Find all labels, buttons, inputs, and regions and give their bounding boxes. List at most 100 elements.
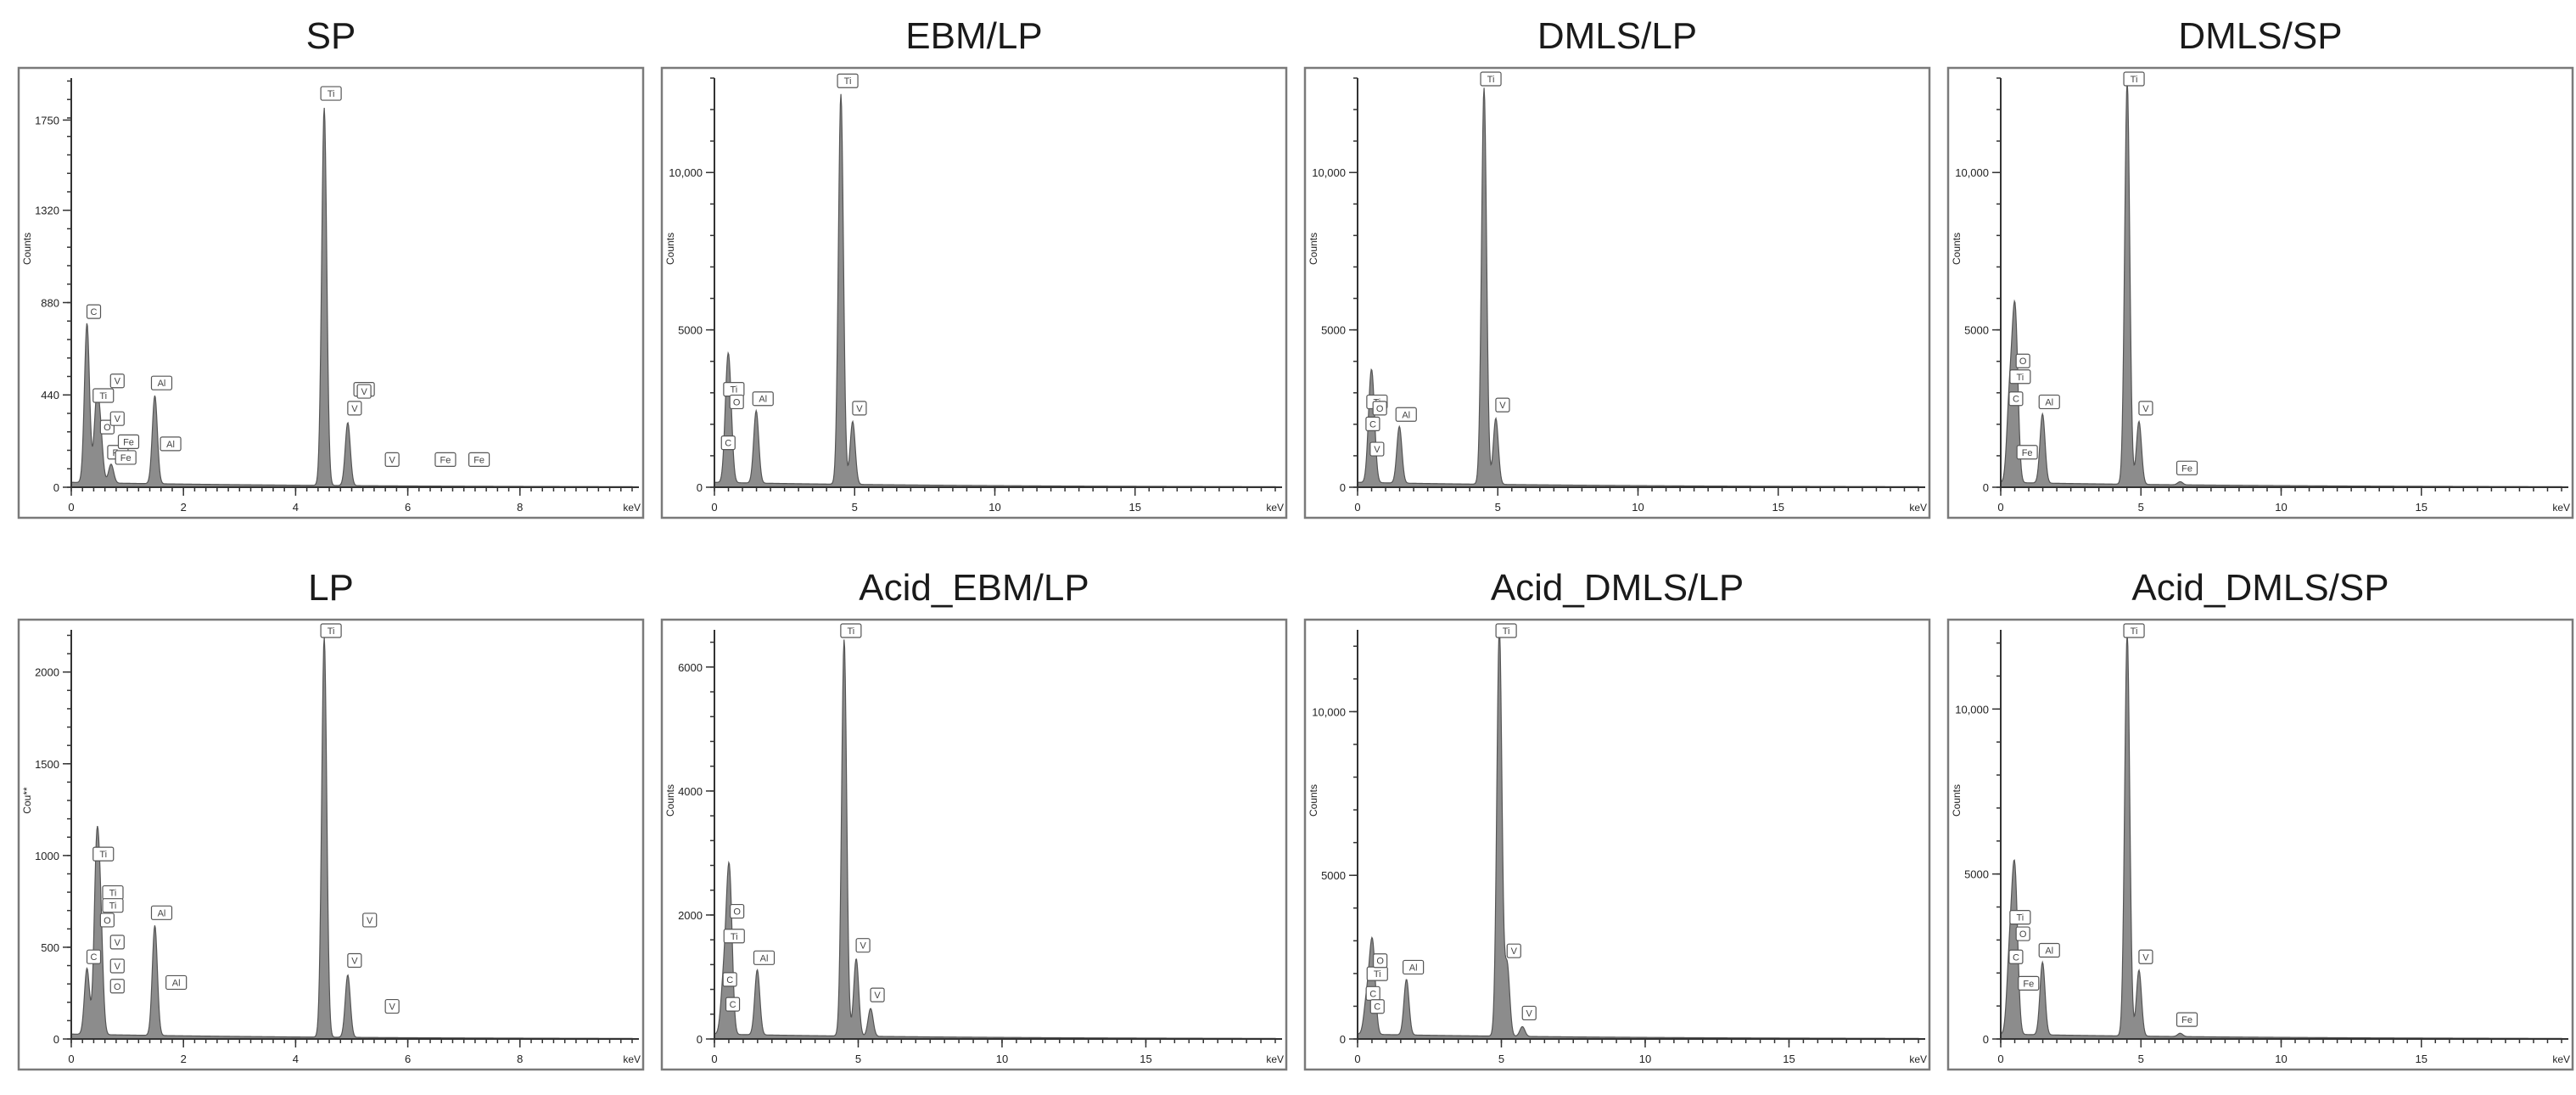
y-axis-label: Counts — [664, 784, 676, 817]
x-tick-label: 10 — [1639, 1053, 1651, 1065]
panel-title: Acid_DMLS/SP — [2131, 567, 2389, 609]
annotation-label: V — [1374, 445, 1380, 455]
peak-label: V — [856, 404, 863, 414]
y-tick-label: 0 — [697, 481, 703, 494]
y-tick-label: 10,000 — [1312, 705, 1346, 718]
x-tick-label: 15 — [1140, 1053, 1151, 1065]
x-tick-label: 8 — [517, 501, 523, 514]
peak-label: Ti — [844, 76, 852, 87]
panel-dmls-lp: DMLS/LP 051015keV0500010,000CountsTiOAlT… — [1303, 0, 1931, 543]
peak-label: O — [1376, 957, 1384, 967]
annotation-label-box — [109, 411, 125, 426]
annotation-label-box — [720, 435, 736, 451]
x-axis-label: keV — [623, 502, 641, 514]
panel-title: DMLS/SP — [2178, 15, 2343, 57]
peak-label-box — [722, 972, 737, 987]
panel-title: EBM/LP — [905, 15, 1043, 57]
x-axis-label: keV — [1266, 502, 1284, 514]
panel-acid-ebm-lp: Acid_EBM/LP 0 5 10 15 keV 0 2000 4000 6000 Counts… — [660, 552, 1288, 1095]
peak-label: O — [104, 423, 111, 433]
peak-label: Al — [158, 908, 166, 918]
chart-frame — [1946, 66, 2574, 519]
peak-label: V — [2142, 952, 2149, 963]
y-tick-label: 0 — [697, 1033, 703, 1046]
x-tick-label: 6 — [405, 501, 411, 514]
x-tick-label: 2 — [181, 1053, 187, 1065]
peak-label-box — [729, 394, 744, 410]
y-tick-label: 0 — [53, 1033, 59, 1046]
x-tick-label: 0 — [1354, 1053, 1360, 1065]
peak-label-box — [1373, 953, 1388, 969]
y-tick-label: 4000 — [678, 785, 703, 798]
peak-label: Ti — [2131, 626, 2138, 637]
spectrum-chart-lp: 0 2 4 6 8 keV 0 500 1000 1500 2000 Cou** C Ti O Al Ti V Ti… — [17, 618, 645, 1071]
peak-label: O — [2019, 357, 2027, 367]
x-axis-label: keV — [2552, 1053, 2570, 1065]
annotation-label-box — [165, 974, 188, 991]
y-tick-label: 1750 — [35, 114, 59, 126]
peak-label: Ti — [328, 89, 335, 99]
annotation-label-box — [362, 912, 378, 928]
peak-label: Ti — [2016, 913, 2024, 924]
x-tick-label: 6 — [405, 1053, 411, 1065]
peak-label: Ti — [1374, 969, 1381, 980]
peak-label-box — [99, 912, 115, 928]
y-tick-label: 5000 — [1964, 868, 1989, 881]
peak-label: C — [726, 975, 733, 986]
spectrum-chart-dmls-sp: 0 5 10 15 keV 0 5000 10,000 Counts C Ti O Al Ti V Fe Fe — [1946, 66, 2574, 519]
x-tick-label: 0 — [68, 501, 74, 514]
panel-acid-dmls-lp: Acid_DMLS/LP 0 5 10 15 keV 0 5000 10,000 Counts C… — [1303, 552, 1931, 1095]
annotation-label: V — [115, 962, 121, 972]
panel-sp: SP 0 2 4 6 8 keV 0 440 880 1320 1750 Counts C Ti O Fe Al… — [17, 0, 645, 543]
peak-label-box — [2138, 949, 2153, 964]
annotation-label: C — [725, 439, 731, 449]
peak-label: O — [733, 397, 741, 407]
peak-label: C — [1369, 989, 1376, 999]
annotation-label: V — [389, 455, 395, 465]
peak-label: C — [2013, 395, 2019, 405]
y-axis-label: Cou** — [21, 787, 33, 814]
y-tick-label: 5000 — [1321, 324, 1346, 337]
chart-frame — [660, 618, 1288, 1071]
peak-label: Al — [759, 395, 767, 405]
peak-label-box — [1403, 959, 1425, 975]
x-tick-label: 5 — [2138, 1053, 2144, 1065]
peak-label-box — [730, 903, 745, 919]
annotation-label: V — [361, 387, 367, 397]
panel-title: Acid_EBM/LP — [859, 567, 1089, 609]
x-tick-label: 15 — [1772, 501, 1784, 514]
y-tick-label: 440 — [41, 389, 59, 402]
y-tick-label: 1000 — [35, 850, 59, 862]
x-tick-label: 5 — [1495, 501, 1501, 514]
peak-label-box — [92, 846, 115, 862]
annotation-label-box — [1369, 999, 1385, 1014]
annotation-label: V — [115, 414, 121, 424]
panel-lp: LP 0 2 4 6 8 keV 0 500 1000 1500 2000 Cou** C Ti O Al Ti… — [17, 552, 645, 1095]
annotation-label-box — [725, 997, 741, 1012]
y-tick-label: 10,000 — [669, 166, 703, 179]
y-tick-label: 0 — [1340, 481, 1346, 494]
annotation-label-box — [102, 898, 124, 913]
y-tick-label: 0 — [1340, 1033, 1346, 1046]
y-tick-label: 10,000 — [1955, 703, 1989, 716]
chart-frame — [1303, 66, 1931, 519]
peak-label: C — [91, 307, 98, 317]
y-tick-label: 2000 — [678, 909, 703, 922]
peak-label: Ti — [731, 932, 738, 942]
peak-label: V — [351, 404, 358, 414]
peak-label-box — [86, 949, 102, 964]
peak-label: Al — [1409, 963, 1418, 973]
y-tick-label: 1500 — [35, 758, 59, 771]
chart-frame — [1946, 618, 2574, 1071]
peak-label-box — [1372, 401, 1387, 416]
peak-label: V — [351, 957, 358, 967]
x-tick-label: 5 — [1498, 1053, 1504, 1065]
annotation-label-box — [356, 384, 372, 399]
annotation-label: C — [1374, 1002, 1380, 1013]
x-tick-label: 15 — [2416, 1053, 2428, 1065]
x-tick-label: 0 — [711, 501, 717, 514]
peak-label: Fe — [2181, 463, 2192, 474]
peak-label-box — [837, 73, 859, 88]
peak-label: V — [874, 991, 881, 1001]
peak-label-box — [840, 623, 862, 638]
